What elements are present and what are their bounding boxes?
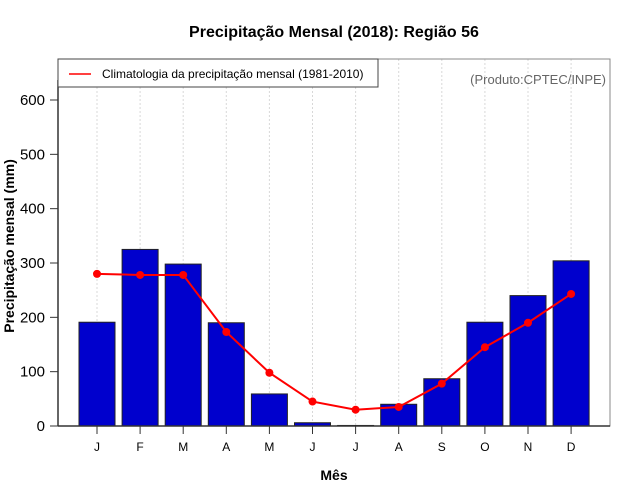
bar-10 bbox=[466, 321, 504, 427]
y-tick-label: 100 bbox=[20, 364, 45, 381]
y-axis-label: Precipitação mensal (mm) bbox=[1, 159, 17, 333]
legend-label: Climatologia da precipitação mensal (198… bbox=[102, 67, 363, 81]
x-tick-label: M bbox=[264, 440, 274, 454]
y-tick-label: 600 bbox=[20, 92, 45, 109]
bar-11 bbox=[509, 295, 547, 427]
y-tick-label: 300 bbox=[20, 255, 45, 272]
climatology-point-10 bbox=[480, 343, 489, 352]
climatology-point-6 bbox=[308, 397, 317, 406]
chart-title: Precipitação Mensal (2018): Região 56 bbox=[189, 24, 479, 41]
climatology-point-4 bbox=[222, 328, 231, 337]
climatology-point-9 bbox=[437, 379, 446, 388]
x-tick-label: O bbox=[480, 440, 489, 454]
legend: Climatologia da precipitação mensal (198… bbox=[57, 58, 379, 88]
credit-text: (Produto:CPTEC/INPE) bbox=[470, 72, 606, 87]
bar-12 bbox=[552, 260, 590, 427]
x-axis-label: Mês bbox=[320, 467, 347, 483]
climatology-point-1 bbox=[93, 269, 101, 278]
climatology-line bbox=[96, 272, 572, 411]
y-tick-label: 500 bbox=[20, 146, 45, 163]
y-tick-label: 0 bbox=[37, 418, 45, 435]
bar-4 bbox=[207, 322, 245, 427]
x-tick-label: J bbox=[353, 440, 359, 454]
y-tick-label: 200 bbox=[20, 309, 45, 326]
climatology-point-2 bbox=[136, 270, 145, 279]
climatology-point-12 bbox=[567, 289, 576, 298]
x-tick-label: M bbox=[178, 440, 188, 454]
climatology-point-7 bbox=[351, 405, 360, 414]
x-tick-label: A bbox=[395, 440, 403, 454]
climatology-point-3 bbox=[179, 270, 188, 279]
climatology-line-group bbox=[93, 269, 576, 414]
x-tick-label: F bbox=[136, 440, 143, 454]
bar-3 bbox=[164, 263, 202, 427]
x-tick-label: S bbox=[438, 440, 446, 454]
x-tick-label: J bbox=[94, 440, 100, 454]
x-tick-label: A bbox=[222, 440, 230, 454]
x-tick-label: D bbox=[567, 440, 576, 454]
climatology-point-8 bbox=[394, 402, 403, 411]
legend-box bbox=[57, 58, 379, 88]
x-tick-label: N bbox=[524, 440, 533, 454]
y-tick-label: 400 bbox=[20, 201, 45, 218]
x-tick-label: J bbox=[310, 440, 316, 454]
climatology-point-11 bbox=[524, 318, 532, 327]
climatology-point-5 bbox=[265, 368, 274, 377]
bar-1 bbox=[78, 321, 116, 427]
y-axis-ticks: 0 100 200 300 400 500 600 bbox=[20, 92, 58, 435]
bar-5 bbox=[250, 393, 288, 427]
